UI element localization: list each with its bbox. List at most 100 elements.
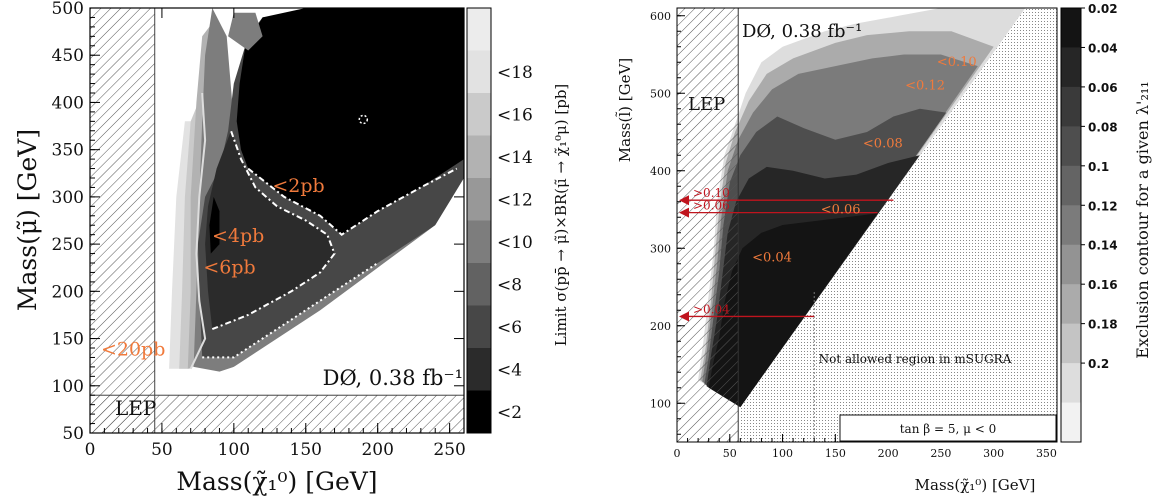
right-arrow-label: >0.10 (693, 186, 730, 200)
right-colorbar-swatch (1061, 8, 1081, 48)
right-arrow-head (679, 207, 689, 218)
right-parameter-box (839, 414, 1057, 442)
left-colorbar-swatch (467, 390, 491, 434)
right-colorbar-frame (1060, 7, 1082, 443)
right-colorbar-tick-label: 0.06 (1088, 81, 1118, 95)
right-colorbar-swatch (1061, 402, 1081, 443)
left-colorbar-tick-label: <16 (497, 105, 533, 125)
left-colorbar-tick-label: <8 (497, 275, 522, 295)
right-annotations: <0.10 <0.12 <0.08 <0.06 <0.04 (752, 55, 977, 265)
left-ytick-label: 500 (52, 0, 84, 19)
left-colorbar-swatch (467, 305, 491, 349)
left-colorbar-swatch (467, 263, 491, 306)
right-contour-label: <0.12 (905, 78, 945, 93)
left-ytick-label: 50 (62, 424, 84, 444)
left-xtick-label: 250 (433, 440, 465, 460)
right-colorbar: 0.02 0.04 0.06 0.08 0.1 0.12 0.14 0.16 0.18 0.2 (1060, 2, 1118, 443)
right-y-axis-label: Mass(l̃) [GeV] (616, 58, 634, 162)
right-colorbar-tick-label: 0.1 (1088, 160, 1109, 174)
right-xtick-label: 50 (723, 447, 737, 460)
left-xtick-label: 200 (361, 440, 393, 460)
right-lep-band (676, 7, 739, 443)
left-region-forbidden (205, 178, 464, 433)
right-ytick-label: 600 (650, 10, 671, 23)
right-arrows: >0.10>0.06 >0.04 (679, 186, 894, 322)
right-contour-label: <0.04 (752, 250, 792, 265)
left-colorbar-tick-label: <2 (497, 403, 522, 423)
left-colorbar-swatch (467, 220, 491, 264)
right-colorbar-swatch (1061, 205, 1081, 246)
left-ytick-label: 400 (52, 93, 84, 113)
left-contour-lines (189, 92, 458, 370)
right-colorbar-tick-label: 0.08 (1088, 120, 1118, 134)
right-colorbar-swatch (1061, 363, 1081, 404)
left-contour-label: <6pb (203, 256, 255, 278)
left-contour-label: <20pb (101, 339, 165, 361)
right-colorbar-swatch (1061, 126, 1081, 167)
left-xtick-label: 50 (151, 440, 173, 460)
right-xtick-label: 350 (1036, 447, 1057, 460)
right-contour-label: <0.06 (821, 202, 861, 217)
right-ytick-label: 500 (650, 87, 671, 100)
right-lep-label: LEP (688, 94, 725, 115)
right-colorbar-tick-label: 0.02 (1088, 2, 1118, 16)
right-arrow-head (679, 311, 689, 322)
right-chart: >0.10>0.06 >0.04 0 50 100 150 200 250 300 350 100… (616, 2, 1152, 494)
right-xtick-label: 0 (674, 447, 681, 460)
left-experiment-label: DØ, 0.38 fb⁻¹ (323, 366, 463, 390)
left-ytick-label: 200 (52, 282, 84, 302)
right-parameter-text: tan β = 5, μ < 0 (900, 422, 997, 436)
right-ytick-label: 400 (650, 165, 671, 178)
left-region-2-island (209, 196, 220, 254)
right-colorbar-label: Exclusion contour for a given λ'₂₁₁ (1133, 81, 1152, 358)
left-ytick-label: 300 (52, 188, 84, 208)
right-colorbar-swatch (1061, 86, 1081, 127)
right-xtick-label: 150 (825, 447, 846, 460)
right-colorbar-tick-label: 0.2 (1088, 357, 1109, 371)
left-region-2 (236, 8, 464, 235)
left-ytick-label: 350 (52, 141, 84, 161)
right-band-0.02 (708, 213, 878, 408)
left-ytick-label: 150 (52, 330, 84, 350)
right-contour-label: <0.10 (937, 55, 977, 70)
left-colorbar-tick-label: <10 (497, 233, 533, 253)
right-ytick-label: 300 (650, 242, 671, 255)
right-colorbar-swatch (1061, 323, 1081, 364)
left-annotations: <2pb <4pb <6pb <20pb (101, 175, 325, 360)
left-x-axis-label: Mass(χ̃₁⁰) [GeV] (176, 467, 377, 496)
left-lep-label: LEP (115, 396, 156, 420)
left-region-empty (154, 8, 191, 367)
left-contour-label: <4pb (212, 225, 264, 247)
right-xtick-label: 250 (930, 447, 951, 460)
left-region-4 (205, 130, 335, 330)
right-contour-layer (698, 8, 1057, 442)
left-colorbar-tick-label: <12 (497, 190, 533, 210)
left-chart: 0 50 100 150 200 2505010015020025030035040045… (13, 0, 570, 496)
right-colorbar-tick-label: 0.12 (1088, 199, 1118, 213)
right-forbidden-label: Not allowed region in mSUGRA (819, 352, 1012, 366)
left-ytick-label: 450 (52, 46, 84, 66)
right-xtick-label: 200 (878, 447, 899, 460)
left-y-axis-label: Mass(μ̃) [GeV] (13, 129, 42, 311)
left-colorbar-tick-label: <18 (497, 63, 533, 83)
left-contour-18pb (189, 92, 207, 370)
right-arrow-label: >0.06 (693, 199, 730, 213)
left-colorbar-label: Limit σ(pp̄ → μ̃)×BR(μ̃ → χ̃₁⁰μ) [pb] (552, 84, 570, 347)
left-colorbar-swatch (467, 50, 491, 94)
left-colorbar-swatch (467, 8, 491, 51)
left-colorbar-tick-label: <14 (497, 148, 533, 168)
right-forbidden-region (740, 8, 1057, 442)
left-contour-6pb (202, 262, 379, 359)
left-colorbar-swatch (467, 348, 491, 391)
right-colorbar-swatch (1061, 244, 1081, 285)
right-colorbar-tick-label: 0.14 (1088, 239, 1118, 253)
right-x-axis-label: Mass(χ̃₁⁰) [GeV] (915, 476, 1036, 494)
left-ytick-label: 250 (52, 235, 84, 255)
left-contour-label: <2pb (272, 175, 324, 197)
right-colorbar-swatch (1061, 47, 1081, 88)
left-colorbar-swatch (467, 178, 491, 221)
left-lep-vertical-band (89, 7, 156, 434)
right-ytick-label: 100 (650, 397, 671, 410)
right-experiment-label: DØ, 0.38 fb⁻¹ (742, 21, 862, 42)
